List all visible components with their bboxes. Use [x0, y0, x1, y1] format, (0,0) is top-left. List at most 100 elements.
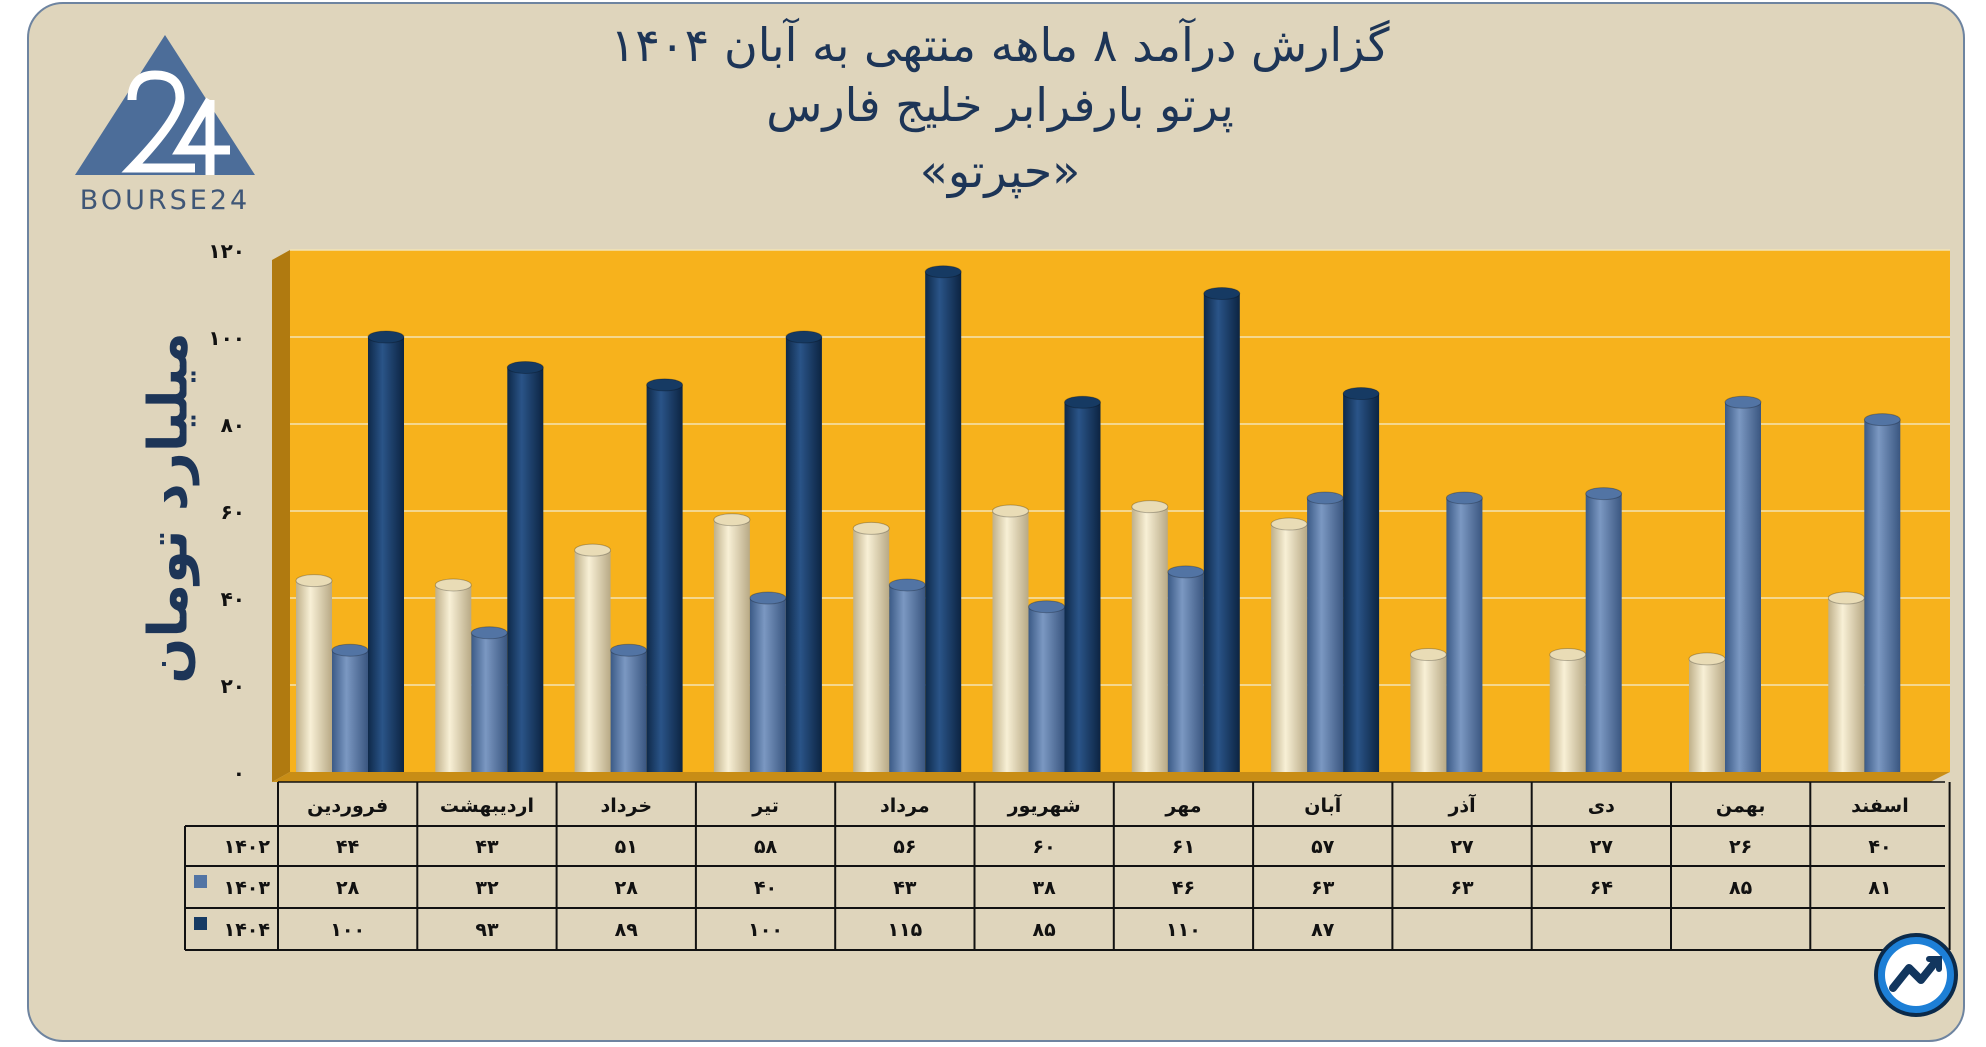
plot-floor: [272, 772, 1950, 782]
bar-1-10: [1725, 402, 1761, 772]
data-cell: ۸۷: [1311, 919, 1335, 941]
bar-top-1-2: [610, 643, 648, 657]
category-label: آذر: [1447, 793, 1476, 817]
data-cell: ۳۸: [1033, 877, 1057, 899]
data-cell: ۴۴: [336, 836, 359, 858]
data-cell: ۴۶: [1172, 877, 1195, 899]
data-cell: ۵۶: [893, 836, 916, 858]
y-tick-label: ۱۰۰: [208, 326, 245, 350]
bar-top-1-10: [1724, 395, 1762, 409]
chart-symbol: «حپرتو»: [919, 144, 1081, 198]
bar-0-0: [296, 580, 332, 772]
data-cell: ۸۵: [1729, 877, 1753, 899]
trend-chart-icon: [1873, 932, 1959, 1018]
bar-top-1-3: [749, 591, 787, 605]
bar-0-2: [574, 550, 611, 772]
bar-0-7: [1271, 524, 1308, 772]
category-label: شهریور: [1007, 795, 1081, 817]
data-cell: ۶۱: [1172, 836, 1195, 858]
data-cell: ۱۱۰: [1166, 919, 1201, 941]
bar-top-0-2: [574, 543, 612, 557]
bar-top-0-7: [1270, 517, 1308, 531]
category-label: خرداد: [600, 795, 652, 817]
chart-title: گزارش درآمد ۸ ماهه منتهی به آبان ۱۴۰۴: [610, 18, 1390, 72]
data-cell: ۱۰۰: [748, 919, 783, 941]
bar-top-2-2: [646, 378, 684, 392]
bar-top-1-9: [1585, 487, 1623, 501]
category-label: اردیبهشت: [440, 795, 534, 817]
bar-0-3: [713, 519, 750, 772]
data-cell: ۶۳: [1450, 877, 1474, 899]
category-label: آبان: [1304, 793, 1341, 817]
bar-top-0-6: [1131, 500, 1169, 514]
bar-1-6: [1167, 571, 1204, 772]
bar-2-2: [646, 384, 683, 772]
bar-top-1-11: [1863, 413, 1901, 427]
bar-top-1-4: [888, 578, 926, 592]
series-name: ۱۴۰۴: [224, 919, 270, 941]
bar-1-11: [1864, 419, 1901, 772]
bar-2-4: [925, 271, 962, 772]
bar-top-0-1: [434, 578, 472, 592]
data-cell: ۲۷: [1590, 836, 1614, 858]
bar-1-0: [332, 650, 368, 772]
data-cell: ۲۸: [336, 877, 360, 899]
category-label: مهر: [1164, 795, 1201, 817]
bar-0-1: [435, 584, 472, 772]
y-tick-label: ۱۲۰: [208, 239, 245, 263]
data-cell: ۴۳: [893, 877, 917, 899]
bar-top-0-11: [1827, 591, 1865, 605]
chart-subtitle: پرتو بارفرابر خلیج فارس: [766, 78, 1234, 132]
bar-top-1-5: [1028, 600, 1065, 614]
data-cell: ۶۴: [1590, 877, 1613, 899]
data-cell: ۸۱: [1868, 877, 1891, 899]
bar-1-7: [1307, 497, 1344, 772]
data-cell: ۳۲: [475, 877, 499, 899]
bar-top-1-1: [470, 626, 508, 640]
bar-top-2-5: [1064, 395, 1101, 409]
bar-2-6: [1203, 293, 1240, 772]
bar-top-2-6: [1203, 287, 1241, 300]
bar-top-2-3: [785, 330, 823, 344]
bar-0-8: [1410, 654, 1447, 772]
data-cell: ۵۱: [615, 836, 638, 858]
data-cell: ۵۷: [1311, 836, 1335, 858]
logo-text: BOURSE24: [79, 185, 251, 216]
bar-0-10: [1689, 658, 1725, 772]
data-cell: ۴۰: [754, 877, 777, 899]
y-tick-label: ۰: [233, 761, 245, 785]
data-cell: ۶۳: [1311, 877, 1335, 899]
data-cell: ۲۸: [615, 877, 639, 899]
y-axis-label: میلیارد تومان: [136, 332, 200, 684]
bar-top-1-7: [1306, 491, 1344, 505]
bar-top-2-0: [367, 330, 405, 344]
data-cell: ۱۰۰: [330, 919, 365, 941]
data-cell: ۵۸: [754, 836, 778, 858]
y-tick-label: ۸۰: [221, 413, 245, 437]
bar-0-9: [1549, 654, 1586, 772]
bar-top-2-4: [924, 265, 962, 279]
category-label: فروردین: [307, 795, 388, 817]
legend-swatch: [194, 917, 207, 930]
category-label: دی: [1588, 795, 1615, 817]
data-cell: ۸۹: [615, 919, 639, 941]
bar-top-0-9: [1549, 648, 1587, 662]
bar-top-0-4: [852, 521, 890, 535]
series-name: ۱۴۰۳: [224, 877, 271, 899]
bar-0-6: [1131, 506, 1168, 772]
bar-top-2-1: [506, 360, 544, 374]
bar-top-0-0: [295, 574, 333, 588]
category-label: تیر: [751, 795, 779, 817]
bar-top-0-8: [1409, 648, 1447, 662]
legend-swatch: [194, 875, 207, 888]
data-cell: ۲۶: [1729, 836, 1752, 858]
data-cell: ۱۱۵: [887, 919, 922, 941]
bar-2-1: [507, 367, 544, 772]
data-cell: ۴۰: [1868, 836, 1891, 858]
plot-side-wall: [272, 250, 290, 782]
bar-2-0: [368, 337, 404, 772]
bar-1-3: [749, 598, 786, 772]
data-cell: ۲۷: [1450, 836, 1474, 858]
bar-top-2-7: [1342, 387, 1380, 401]
